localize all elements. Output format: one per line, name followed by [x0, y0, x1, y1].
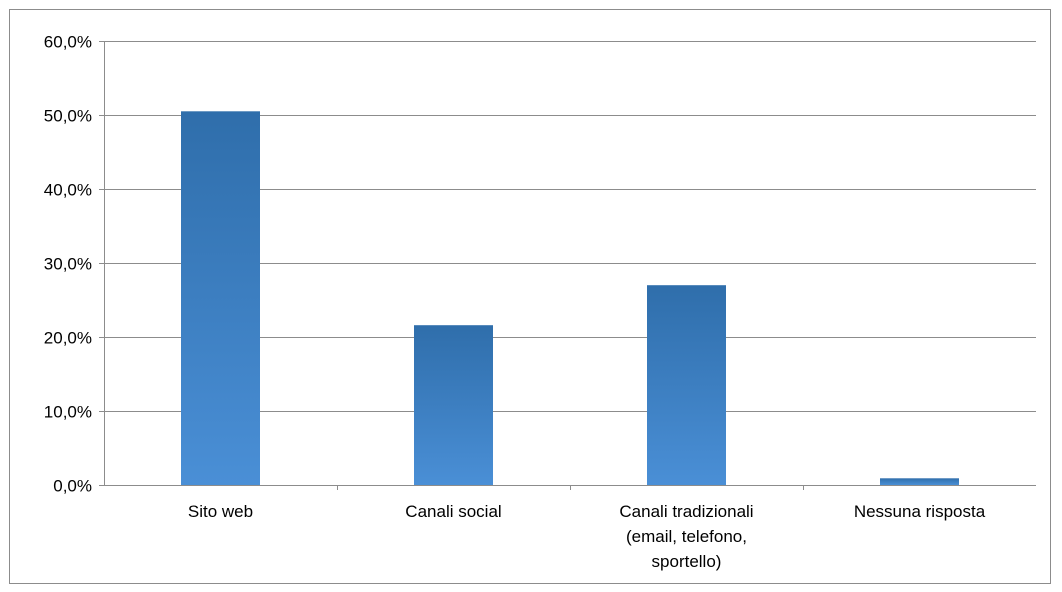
bar [880, 478, 959, 485]
bar [647, 285, 726, 485]
x-category-label-line: (email, telefono, [626, 527, 747, 546]
axes [104, 41, 1036, 490]
y-tick-labels: 0,0% 10,0% 20,0% 30,0% 40,0% 50,0% 60,0% [44, 33, 104, 496]
bar [414, 325, 493, 485]
y-tick-label: 30,0% [44, 255, 92, 274]
x-category-label: Canali tradizionali (email, telefono, spor… [619, 502, 753, 571]
x-category-label: Nessuna risposta [854, 502, 986, 521]
y-tick-label: 10,0% [44, 403, 92, 422]
y-tick-label: 60,0% [44, 33, 92, 52]
x-category-label-line: sportello) [652, 552, 722, 571]
x-category-label-line: Sito web [188, 502, 253, 521]
x-category-label-line: Nessuna risposta [854, 502, 986, 521]
y-tick-label: 50,0% [44, 107, 92, 126]
x-category-label-line: Canali social [405, 502, 501, 521]
x-category-label-line: Canali tradizionali [619, 502, 753, 521]
x-category-label: Canali social [405, 502, 501, 521]
bars [181, 111, 959, 486]
x-category-label: Sito web [188, 502, 253, 521]
y-tick-label: 40,0% [44, 181, 92, 200]
y-tick-label: 0,0% [53, 477, 92, 496]
bar [181, 111, 260, 486]
x-category-labels: Sito web Canali social Canali tradizionali… [188, 502, 986, 571]
y-tick-label: 20,0% [44, 329, 92, 348]
